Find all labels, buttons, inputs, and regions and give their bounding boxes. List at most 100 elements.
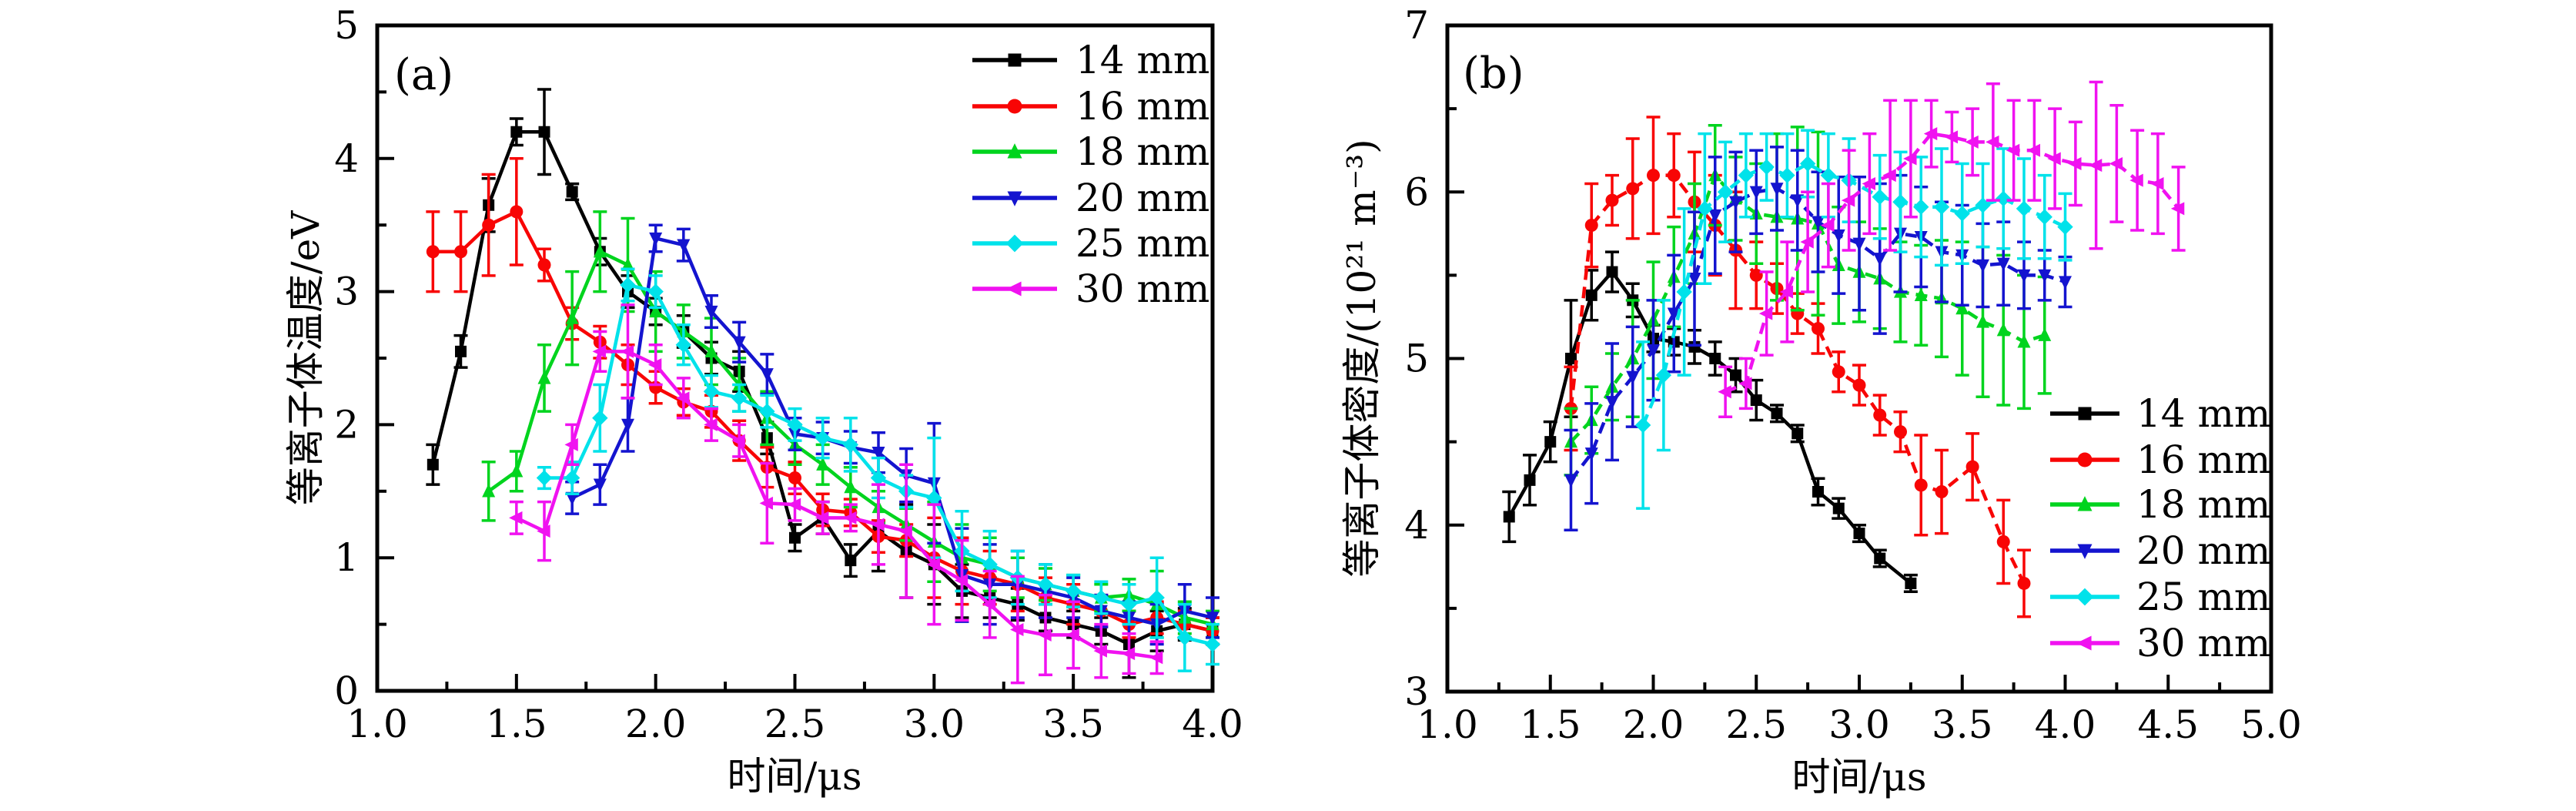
marker-triangle-down — [2017, 269, 2031, 283]
marker-circle — [1605, 193, 1619, 207]
x-tick-label-a: 3.5 — [1042, 702, 1104, 746]
marker-diamond — [592, 410, 608, 426]
marker-circle — [1667, 169, 1681, 183]
marker-triangle-left — [759, 496, 773, 510]
marker-triangle-left — [2109, 156, 2123, 170]
marker-triangle-left — [2088, 159, 2103, 173]
marker-square — [1791, 427, 1804, 440]
marker-triangle-left — [1066, 628, 1079, 642]
marker-triangle-down — [1729, 196, 1742, 209]
marker-circle — [788, 471, 801, 485]
marker-triangle-down — [1206, 612, 1219, 625]
marker-circle — [1749, 268, 1763, 282]
marker-diamond — [1093, 589, 1109, 606]
y-tick-label-a: 2 — [334, 402, 359, 447]
marker-square — [538, 126, 550, 138]
series-line-20mm — [571, 236, 1213, 626]
x-tick-label-a: 3.0 — [904, 702, 965, 746]
panel-letter-a: (a) — [394, 50, 453, 100]
marker-circle — [510, 205, 524, 219]
x-axis-title-a: 时间/μs — [728, 754, 862, 799]
marker-diamond — [926, 490, 942, 506]
marker-triangle-down — [565, 491, 579, 506]
marker-diamond — [1738, 167, 1755, 183]
marker-triangle-down — [2077, 544, 2093, 559]
marker-triangle-left — [1038, 628, 1052, 642]
x-axis-title-b: 时间/μs — [1792, 755, 1927, 799]
y-tick-label-a: 4 — [334, 136, 359, 181]
panel-b: 1.0 1.5 2.0 2.5 3.0 3.5 4.0 4.5 5.0 3 4 5 6 7 时间/μs 等离子… — [1340, 3, 2302, 799]
marker-triangle-down — [1605, 396, 1619, 410]
marker-triangle-up — [565, 310, 579, 324]
marker-diamond — [815, 430, 831, 446]
marker-triangle-down — [1688, 273, 1701, 287]
legend-label-14mm: 14 mm — [2136, 391, 2270, 436]
marker-square — [1832, 502, 1845, 514]
x-tick-label-b: 1.0 — [1417, 702, 1478, 747]
marker-diamond — [703, 384, 720, 400]
marker-triangle-left — [1758, 307, 1773, 320]
marker-triangle-left — [620, 344, 634, 358]
marker-triangle-left — [871, 518, 885, 531]
x-tick-label-a: 1.5 — [486, 702, 547, 746]
series-line-30mm — [1725, 132, 2180, 394]
marker-square — [427, 458, 439, 471]
marker-diamond — [1954, 206, 1970, 222]
marker-triangle-left — [898, 524, 912, 538]
marker-triangle-left — [1944, 130, 1959, 144]
x-tick-label-a: 2.0 — [625, 702, 687, 746]
marker-diamond — [1872, 189, 1888, 205]
marker-triangle-down — [677, 239, 691, 253]
marker-diamond — [731, 390, 748, 407]
marker-diamond — [620, 276, 636, 293]
x-tick-label-b: 5.0 — [2240, 702, 2302, 747]
x-tick-label-b: 4.0 — [2035, 702, 2096, 747]
marker-circle — [1647, 169, 1660, 183]
ticks-b — [1446, 24, 2273, 693]
marker-diamond — [1697, 200, 1713, 217]
marker-triangle-left — [2026, 143, 2041, 157]
marker-triangle-left — [1149, 651, 1163, 665]
marker-diamond — [1634, 417, 1651, 434]
marker-diamond — [647, 283, 664, 300]
marker-diamond — [870, 470, 887, 486]
series-markers — [1503, 266, 1917, 589]
legend-item-16mm: 16 mm — [2050, 437, 2270, 482]
y-tick-label-a: 3 — [334, 270, 359, 314]
marker-triangle-up — [2017, 334, 2031, 348]
marker-triangle-down — [593, 478, 607, 492]
marker-triangle-left — [1779, 285, 1794, 299]
marker-square — [1606, 266, 1618, 278]
marker-triangle-down — [871, 447, 885, 461]
marker-triangle-down — [1852, 237, 1866, 252]
marker-diamond — [1005, 234, 1024, 253]
y-axis-title-a: 等离子体温度/eV — [283, 210, 328, 505]
marker-triangle-left — [1862, 176, 1876, 190]
y-tick-label-a: 1 — [334, 535, 359, 580]
marker-diamond — [759, 403, 775, 420]
marker-triangle-up — [1914, 287, 1928, 301]
legend-label-14mm: 14 mm — [1076, 38, 1209, 82]
marker-triangle-left — [1965, 135, 1979, 149]
y-tick-label-b: 7 — [1404, 3, 1429, 48]
legend-label-16mm: 16 mm — [2136, 437, 2270, 482]
marker-triangle-left — [1800, 235, 1814, 249]
marker-triangle-down — [1791, 194, 1805, 208]
x-tick-label-b: 4.5 — [2137, 702, 2199, 747]
legend-item-18mm: 18 mm — [972, 129, 1209, 174]
marker-square — [1730, 369, 1741, 381]
marker-triangle-up — [593, 243, 607, 258]
marker-circle — [1832, 365, 1845, 379]
marker-square — [2078, 407, 2092, 421]
marker-diamond — [1121, 596, 1137, 612]
marker-triangle-left — [1986, 135, 1999, 149]
marker-triangle-down — [1873, 253, 1887, 266]
marker-triangle-down — [704, 305, 718, 320]
marker-diamond — [1799, 156, 1816, 172]
legend-item-14mm: 14 mm — [972, 38, 1209, 82]
marker-triangle-up — [510, 464, 524, 478]
